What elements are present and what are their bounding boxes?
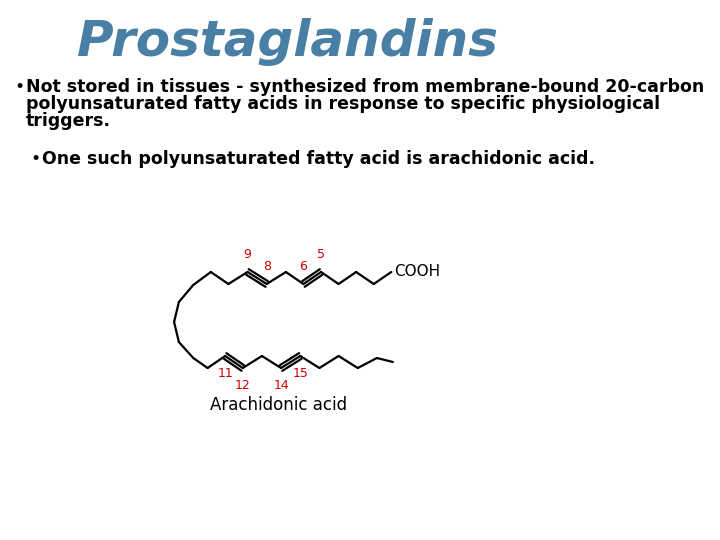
Text: •: • xyxy=(14,78,24,96)
Text: 5: 5 xyxy=(317,248,325,261)
Text: 9: 9 xyxy=(243,248,251,261)
Text: polyunsaturated fatty acids in response to specific physiological: polyunsaturated fatty acids in response … xyxy=(25,95,660,113)
Text: triggers.: triggers. xyxy=(25,112,111,130)
Text: 15: 15 xyxy=(292,367,308,380)
Text: •: • xyxy=(30,150,40,168)
Text: Arachidonic acid: Arachidonic acid xyxy=(210,396,347,414)
Text: COOH: COOH xyxy=(395,265,441,280)
Text: 6: 6 xyxy=(300,260,307,273)
Text: 14: 14 xyxy=(273,379,289,392)
Text: 11: 11 xyxy=(217,367,233,380)
Text: 12: 12 xyxy=(235,379,251,392)
Text: 8: 8 xyxy=(263,260,271,273)
Text: Prostaglandins: Prostaglandins xyxy=(76,18,498,66)
Text: One such polyunsaturated fatty acid is arachidonic acid.: One such polyunsaturated fatty acid is a… xyxy=(42,150,595,168)
Text: Not stored in tissues - synthesized from membrane-bound 20-carbon: Not stored in tissues - synthesized from… xyxy=(25,78,704,96)
